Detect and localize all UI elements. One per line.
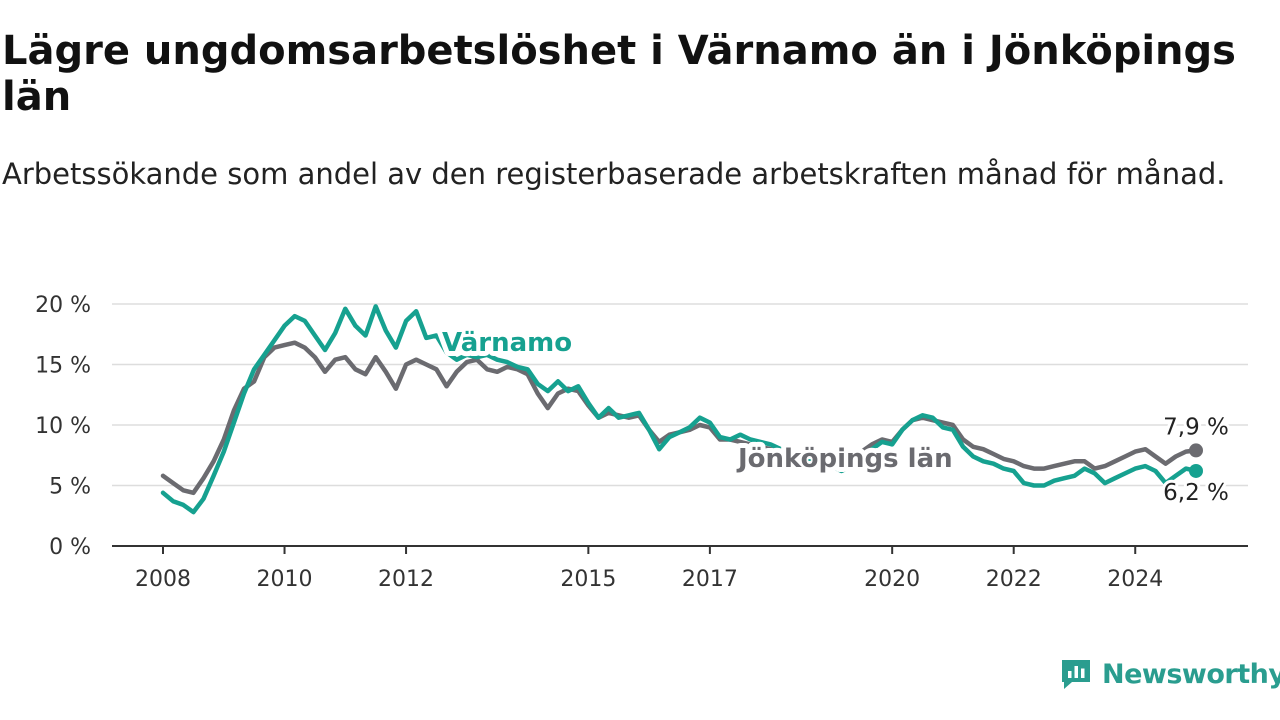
brand-footer: Newsworthy <box>1058 652 1280 696</box>
y-tick-label: 0 % <box>49 535 91 560</box>
x-tick-label: 2015 <box>560 567 616 592</box>
x-axis: 2008 2010 2012 2015 2017 2020 2022 2024 <box>112 545 1248 592</box>
end-value-label-halo: 6,2 % <box>1163 480 1229 506</box>
series-end-point <box>1189 443 1203 458</box>
series-line <box>160 304 1199 515</box>
end-value-label-halo: 7,9 % <box>1163 414 1229 440</box>
chart-grid <box>112 303 1248 487</box>
end-value-label: 7,9 % <box>1163 414 1229 440</box>
x-tick-label: 2020 <box>864 567 920 592</box>
chart-lines <box>160 304 1203 515</box>
x-tick-label: 2008 <box>135 567 191 592</box>
line-chart: 0 %5 %10 %15 %20 % 2008 2010 2012 2015 2017 2… <box>35 293 1248 592</box>
newsworthy-logo-icon <box>1062 660 1090 689</box>
series-name-label: Värnamo <box>442 328 572 358</box>
series-end-point <box>1189 463 1203 478</box>
series-name-label-halo: Värnamo <box>442 328 572 358</box>
brand-name: Newsworthy <box>1102 658 1280 690</box>
series-name-label-halo: Jönköpings län <box>736 444 953 474</box>
x-tick-label: 2012 <box>378 567 434 592</box>
y-tick-label: 10 % <box>35 414 91 439</box>
chart-title: Lägre ungdomsarbetslöshet i Värnamo än i… <box>2 28 1236 120</box>
y-tick-label: 5 % <box>49 475 91 500</box>
x-tick-label: 2017 <box>682 567 738 592</box>
y-tick-label: 15 % <box>35 354 91 379</box>
chart-subtitle: Arbetssökande som andel av den registerb… <box>2 157 1226 191</box>
y-tick-label: 20 % <box>35 293 91 318</box>
x-tick-label: 2024 <box>1107 567 1163 592</box>
y-axis-labels: 0 % 5 % 10 % 15 % 20 % <box>35 293 91 560</box>
series-name-label: Jönköpings län <box>736 444 953 474</box>
x-tick-label: 2022 <box>986 567 1042 592</box>
end-value-label: 6,2 % <box>1163 480 1229 506</box>
x-tick-label: 2010 <box>257 567 313 592</box>
